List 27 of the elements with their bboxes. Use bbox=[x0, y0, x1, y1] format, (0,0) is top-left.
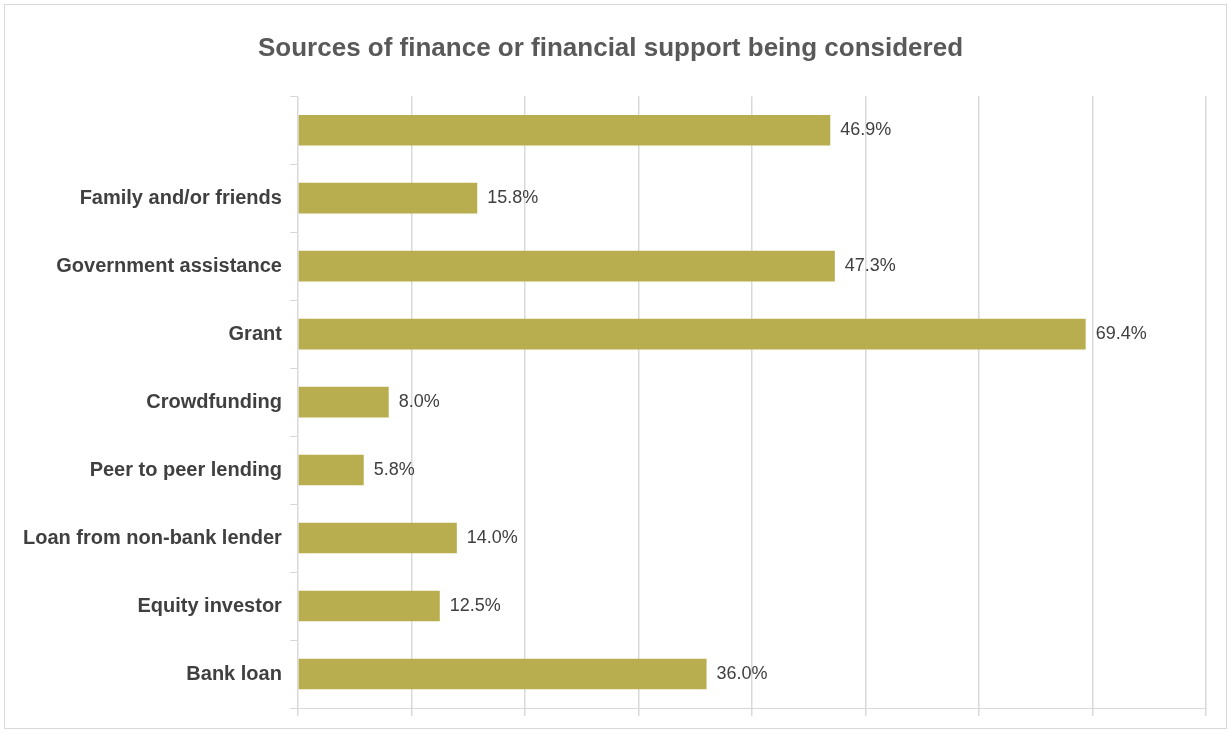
y-tick-label: Grant bbox=[228, 321, 283, 344]
bar bbox=[298, 182, 478, 214]
data-label: 8.0% bbox=[398, 391, 440, 412]
y-tick-label: Peer to peer lending bbox=[89, 457, 282, 480]
bar bbox=[298, 454, 364, 486]
bar bbox=[298, 522, 457, 554]
y-tick-label: Loan from non-bank lender bbox=[22, 525, 283, 548]
bar bbox=[298, 114, 831, 146]
bar bbox=[298, 658, 707, 690]
y-tick-label: Bank loan bbox=[186, 661, 282, 684]
bar bbox=[298, 250, 835, 282]
y-tick-label: Family and/or friends bbox=[79, 185, 282, 208]
data-label: 15.8% bbox=[487, 187, 539, 208]
data-label: 36.0% bbox=[716, 662, 768, 683]
data-label: 46.9% bbox=[840, 119, 892, 140]
y-tick-label: Government assistance bbox=[56, 253, 282, 276]
data-label: 5.8% bbox=[373, 459, 415, 480]
y-tick-label: Crowdfunding bbox=[146, 389, 282, 412]
chart-title: Sources of finance or financial support being considered bbox=[257, 31, 964, 62]
data-label: 12.5% bbox=[449, 595, 501, 615]
bar bbox=[298, 386, 389, 418]
data-label: 69.4% bbox=[1095, 323, 1147, 344]
bar bbox=[298, 318, 1086, 350]
data-label: 47.3% bbox=[844, 255, 896, 276]
y-tick-label: Equity investor bbox=[137, 593, 283, 616]
data-label: 14.0% bbox=[466, 527, 518, 548]
bar bbox=[298, 590, 440, 622]
